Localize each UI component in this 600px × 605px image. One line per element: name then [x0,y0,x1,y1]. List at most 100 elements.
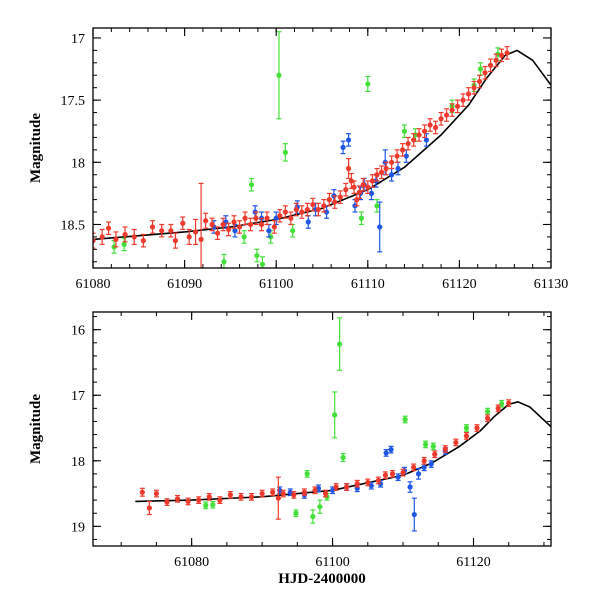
red-data-point [495,404,501,413]
red-data-point [99,228,105,245]
bottom-panel-frame [92,311,552,547]
red-data-point [400,143,406,157]
x-tick-label: 61090 [167,277,202,292]
green-data-point [210,500,216,509]
red-data-point [394,149,400,163]
red-data-point [174,494,181,503]
green-data-point [401,124,408,139]
red-data-point [159,223,165,238]
red-data-point [248,492,255,501]
red-data-point [432,450,438,459]
red-data-point [354,479,360,488]
red-data-point [411,133,417,147]
red-data-point [153,489,160,498]
x-tick-label: 61100 [315,555,349,570]
green-data-point [276,31,282,120]
red-data-point [315,202,321,217]
red-data-point [140,233,146,248]
red-data-point [264,211,270,226]
blue-data-point [329,486,336,495]
red-data-point [454,99,461,114]
red-data-point [282,205,288,219]
red-data-point [504,46,510,60]
red-data-point [421,124,428,139]
red-data-point [405,136,411,151]
red-data-point [443,108,450,122]
green-data-point [317,499,323,514]
green-data-point [477,62,484,76]
red-data-point [337,190,343,204]
red-data-point [209,217,215,232]
green-data-point [337,317,343,371]
red-data-point [312,486,318,495]
y-tick-label: 17.5 [61,94,86,109]
red-data-point [288,211,294,226]
red-data-point [277,208,283,223]
green-data-point [402,415,408,424]
green-data-point [259,256,266,268]
green-data-point [340,452,346,463]
red-data-point [231,215,237,229]
red-data-point [449,103,455,117]
blue-data-point [377,201,383,253]
red-data-point [400,468,406,477]
x-tick-label: 61080 [76,277,111,292]
y-tick-label: 16 [71,324,85,339]
red-data-point [310,197,316,212]
green-data-point [254,248,260,263]
blue-data-point [323,205,330,219]
green-data-point [290,223,296,238]
red-data-point [498,48,505,63]
x-axis-title: HJD-2400000 [278,571,366,587]
green-data-point [203,501,209,510]
red-data-point [149,220,156,234]
red-data-point [236,220,243,234]
red-data-point [343,182,349,197]
blue-data-point [395,473,401,482]
red-data-point [113,231,119,248]
blue-data-point [407,481,413,493]
red-data-point [442,445,448,453]
y-tick-label: 17 [71,389,85,404]
red-data-point [105,221,112,236]
red-data-point [238,492,244,501]
red-data-point [453,438,459,447]
red-data-point [493,53,499,68]
red-data-point [172,232,179,249]
green-data-point [463,424,470,432]
x-tick-label: 61120 [456,555,490,570]
blue-data-point [340,140,346,155]
red-data-point [411,463,417,472]
red-data-point [214,226,221,240]
red-data-point [270,488,276,497]
green-data-point [430,442,436,451]
red-data-point [247,217,254,232]
red-data-point [365,180,371,194]
red-data-point [192,218,199,245]
top-light-curve-panel: 61080 61090 61100 61110 61120 61130 17 17.5 18 18… [28,27,568,292]
red-data-point [225,222,232,237]
top-panel-frame [92,27,552,269]
green-data-point [358,211,364,226]
x-tick-label: 61080 [174,555,209,570]
red-data-point [291,490,297,499]
red-data-point [427,118,433,132]
red-data-point [139,487,145,497]
red-data-point [432,120,439,135]
green-data-point [293,509,299,518]
blue-data-point [305,215,311,229]
blue-data-point [428,460,434,468]
red-data-point [196,496,202,504]
red-data-point [164,498,170,506]
red-data-point [463,432,470,440]
red-data-point [389,155,395,170]
red-data-point [186,228,192,245]
red-data-point [474,424,480,432]
red-data-point [333,483,339,491]
red-data-point [299,205,305,219]
red-data-point [321,199,327,213]
green-data-point [374,199,380,213]
y-tick-label: 18.5 [61,218,86,233]
red-data-point [259,489,265,498]
